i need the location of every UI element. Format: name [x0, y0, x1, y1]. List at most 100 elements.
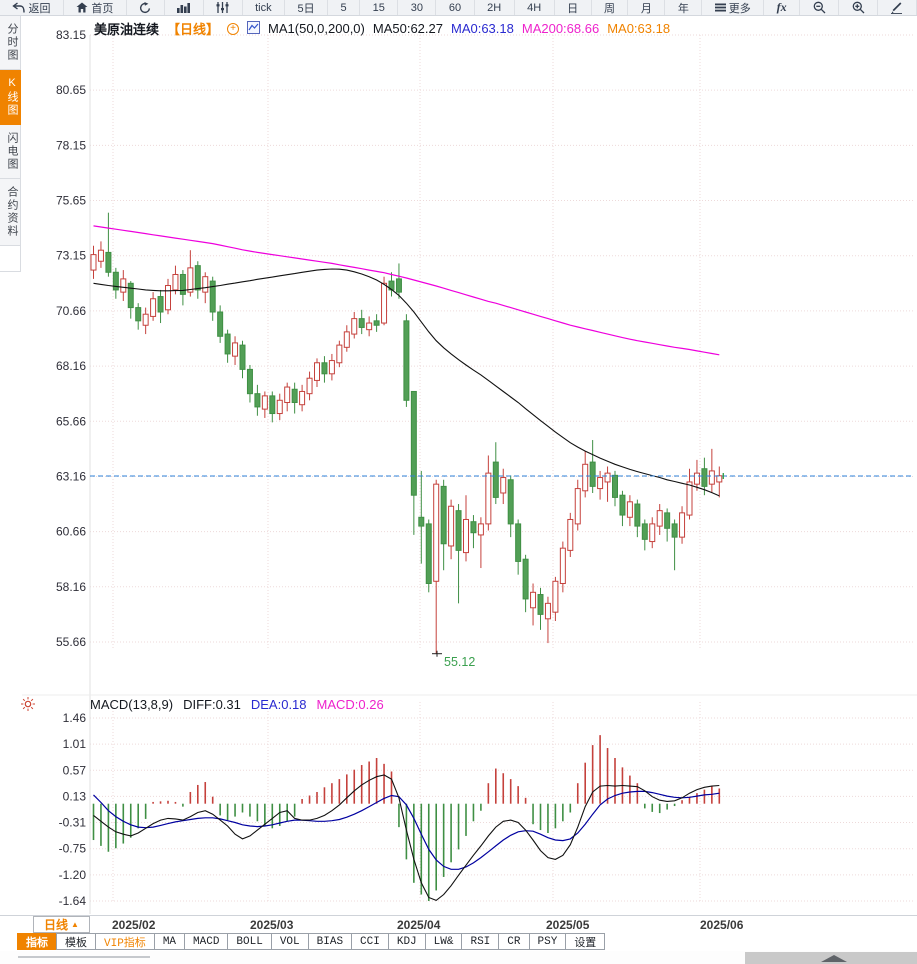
- svg-text:73.15: 73.15: [56, 249, 86, 263]
- tab-cr[interactable]: CR: [498, 933, 530, 950]
- tab-template[interactable]: 模板: [56, 933, 96, 950]
- toolbar-zoom-out-button[interactable]: [800, 0, 840, 15]
- svg-text:68.16: 68.16: [56, 359, 86, 373]
- toolbar-60min-button[interactable]: 60: [436, 0, 475, 15]
- svg-text:58.16: 58.16: [56, 580, 86, 594]
- svg-text:-0.75: -0.75: [59, 842, 87, 856]
- toolbar-5day-button[interactable]: 5日: [285, 0, 329, 15]
- ma50-value: MA50:62.27: [372, 21, 443, 36]
- svg-text:55.12: 55.12: [444, 655, 475, 669]
- toolbar-day-button[interactable]: 日: [555, 0, 592, 15]
- chart-type-sidebar: 分时图 K线图闪电图合约资料: [0, 16, 22, 272]
- x-axis-row: 日线 ▲ 2025/02 2025/03 2025/04 2025/05 2025/06: [0, 915, 917, 933]
- toolbar-fx-button[interactable]: fx: [764, 0, 801, 15]
- tab-indicator[interactable]: 指标: [17, 933, 57, 950]
- toolbar-tick-button[interactable]: tick: [243, 0, 286, 15]
- tab-ma[interactable]: MA: [153, 933, 186, 950]
- svg-text:70.66: 70.66: [56, 304, 86, 318]
- sliders-icon: [216, 2, 229, 13]
- sidebar-item-kline[interactable]: K线图: [0, 70, 21, 125]
- svg-text:60.66: 60.66: [56, 525, 86, 539]
- toolbar-label: 年: [677, 2, 689, 15]
- zoom-out-icon: [813, 1, 826, 14]
- chevron-up-icon: ▲: [71, 920, 79, 929]
- toolbar-label: 15: [372, 1, 385, 14]
- period-dropdown-button[interactable]: 日线 ▲: [33, 916, 90, 933]
- macd-diff-value: DIFF:0.31: [183, 697, 241, 712]
- fx-icon: fx: [776, 0, 787, 14]
- svg-text:-1.64: -1.64: [59, 894, 87, 908]
- x-axis-date: 2025/06: [700, 918, 744, 932]
- ma0-value-orange: MA0:63.18: [607, 21, 671, 36]
- svg-text:63.16: 63.16: [56, 469, 86, 483]
- period-tag: 【日线】: [167, 22, 220, 37]
- toolbar-week-button[interactable]: 周: [592, 0, 629, 15]
- toolbar-label: 2H: [487, 1, 502, 14]
- toolbar-month-button[interactable]: 月: [628, 0, 666, 15]
- toolbar-label: 日: [567, 2, 579, 15]
- bottom-scrollbar[interactable]: [745, 952, 917, 964]
- svg-text:-0.31: -0.31: [59, 816, 87, 830]
- sidebar-item-label: 分时图: [6, 23, 18, 62]
- symbol-name: 美原油连续: [94, 22, 160, 37]
- macd-header: MACD(13,8,9) DIFF:0.31 DEA:0.18 MACD:0.2…: [90, 697, 384, 712]
- svg-text:80.65: 80.65: [56, 83, 86, 97]
- svg-text:0.13: 0.13: [63, 789, 87, 803]
- top-toolbar: 返回 首页 tick 5日 5 15 30 60 2H 4H 日 周 月 年 更多 fx: [0, 0, 917, 16]
- tab-kdj[interactable]: KDJ: [387, 933, 426, 950]
- sidebar-item-label: 闪电图: [6, 132, 18, 171]
- toolbar-4h-button[interactable]: 4H: [515, 0, 555, 15]
- toolbar-15min-button[interactable]: 15: [360, 0, 399, 15]
- macd-dea-value: DEA:0.18: [250, 697, 307, 712]
- sidebar-item-time-share[interactable]: 分时图: [0, 16, 21, 70]
- toolbar-indicator-settings-button[interactable]: [204, 0, 243, 15]
- tab-psy[interactable]: PSY: [528, 933, 567, 950]
- tab-vol[interactable]: VOL: [270, 933, 309, 950]
- tab-cci[interactable]: CCI: [351, 933, 389, 950]
- toolbar-label: 周: [603, 2, 615, 15]
- toolbar-label: 更多: [728, 2, 751, 15]
- svg-text:1.01: 1.01: [63, 737, 87, 751]
- toolbar-year-button[interactable]: 年: [665, 0, 703, 15]
- sidebar-item-contract-info[interactable]: 合约资料: [0, 179, 21, 246]
- tab-vip-indicator[interactable]: VIP指标: [95, 933, 155, 950]
- bottom-strip: [0, 951, 917, 964]
- macd-macd-value: MACD:0.26: [316, 697, 384, 712]
- sidebar-item-flash[interactable]: 闪电图: [0, 125, 21, 179]
- home-icon: [76, 2, 88, 13]
- toolbar-30min-button[interactable]: 30: [398, 0, 437, 15]
- candlestick-chart[interactable]: 83.15 80.65 78.15 75.65 73.15 70.66 68.16 65.66…: [0, 16, 917, 915]
- toolbar-label: 5: [340, 1, 347, 14]
- back-icon: [12, 2, 26, 13]
- sidebar-item-label: K线图: [6, 77, 18, 117]
- x-axis-date: 2025/04: [397, 918, 441, 932]
- toolbar-more-button[interactable]: 更多: [702, 0, 765, 15]
- toolbar-back-button[interactable]: 返回: [0, 0, 64, 15]
- tab-rsi[interactable]: RSI: [461, 933, 500, 950]
- tab-boll[interactable]: BOLL: [227, 933, 272, 950]
- ma0-value-blue: MA0:63.18: [450, 21, 514, 36]
- indicator-tabbar: 指标 模板 VIP指标 MA MACD BOLL VOL BIAS CCI KDJ LW& RSI CR…: [17, 933, 606, 950]
- toolbar-label: 30: [410, 1, 423, 14]
- toolbar-5min-button[interactable]: 5: [328, 0, 361, 15]
- x-axis-date: 2025/02: [112, 918, 156, 932]
- toolbar-draw-button[interactable]: [878, 0, 917, 15]
- sidebar-item-label: 合约资料: [6, 186, 18, 238]
- toolbar-label: 5日: [297, 2, 315, 15]
- toolbar-2h-button[interactable]: 2H: [475, 0, 515, 15]
- tab-lw[interactable]: LW&: [424, 933, 463, 950]
- tab-bias[interactable]: BIAS: [307, 933, 353, 950]
- toolbar-home-button[interactable]: 首页: [64, 0, 127, 15]
- toolbar-label: tick: [255, 1, 272, 14]
- svg-text:75.65: 75.65: [56, 194, 86, 208]
- tab-macd[interactable]: MACD: [184, 933, 229, 950]
- toolbar-chart-type-button[interactable]: [165, 0, 204, 15]
- add-indicator-icon[interactable]: +: [227, 22, 240, 35]
- ma-line-icon[interactable]: [247, 20, 261, 37]
- toolbar-refresh-button[interactable]: [127, 0, 165, 15]
- tab-settings[interactable]: 设置: [565, 933, 606, 950]
- svg-text:78.15: 78.15: [56, 138, 86, 152]
- pencil-icon: [890, 1, 903, 14]
- toolbar-zoom-in-button[interactable]: [839, 0, 878, 15]
- indicator-settings-sun-icon[interactable]: [21, 697, 35, 716]
